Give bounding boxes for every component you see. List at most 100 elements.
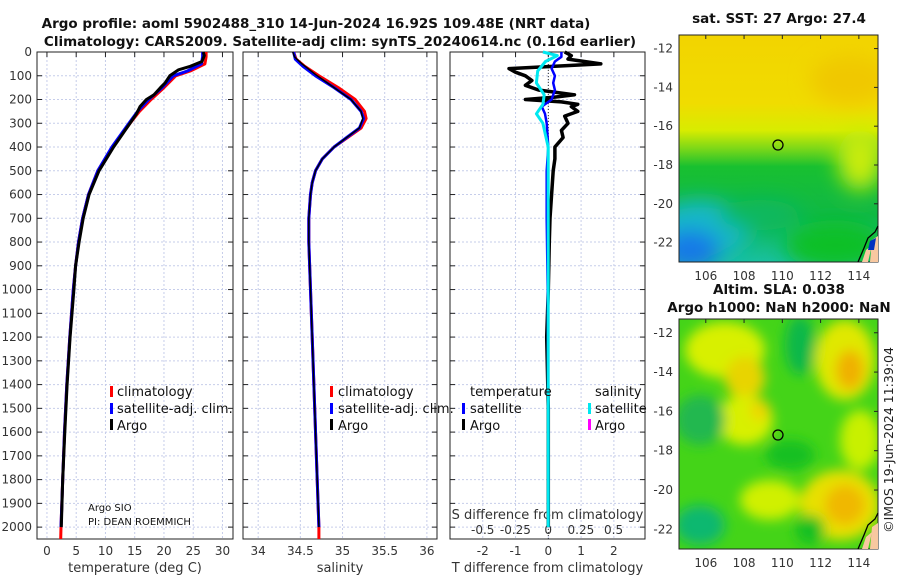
y-tick-label: -20 bbox=[653, 197, 673, 211]
series-line-argo bbox=[292, 51, 364, 528]
y-tick-label: -18 bbox=[653, 158, 673, 172]
y-tick-label: -14 bbox=[653, 365, 673, 379]
legend-swatch-argo bbox=[110, 419, 113, 430]
y-tick-label: 800 bbox=[9, 235, 32, 249]
x-tick-label: -1 bbox=[510, 544, 522, 558]
series-line-climatology bbox=[59, 52, 208, 540]
legend-label-s-argo: Argo bbox=[595, 419, 625, 434]
legend-label-climatology: climatology bbox=[117, 385, 193, 400]
argo-float-marker bbox=[772, 429, 784, 441]
x-tick-label: 114 bbox=[847, 556, 870, 570]
y-tick-label: 1900 bbox=[1, 496, 32, 510]
x-tick-label: 10 bbox=[98, 544, 113, 558]
pi-credit: PI: DEAN ROEMMICH bbox=[88, 517, 191, 528]
y-tick-label: -18 bbox=[653, 444, 673, 458]
x-tick-label: 2 bbox=[610, 544, 618, 558]
legend-label-satellite: satellite-adj. clim. bbox=[117, 402, 233, 417]
temperature-legend: climatology satellite-adj. clim. Argo bbox=[110, 385, 233, 434]
x-tick-label: 108 bbox=[733, 269, 756, 283]
legend-label-satellite: satellite-adj. clim. bbox=[338, 402, 454, 417]
temperature-panel: 0100200300400500600700800900100011001200… bbox=[1, 45, 234, 576]
salinity-legend: climatology satellite-adj. clim. Argo bbox=[330, 385, 454, 434]
sla-map-title: Altim. SLA: 0.038 bbox=[713, 282, 845, 298]
difference-legend: temperature salinity satellite Argo sate… bbox=[462, 385, 647, 434]
x-tick-label: 112 bbox=[809, 269, 832, 283]
y-tick-label: 300 bbox=[9, 116, 32, 130]
x-tick-label: 112 bbox=[809, 556, 832, 570]
y-tick-label: 1800 bbox=[1, 473, 32, 487]
y-tick-label: -22 bbox=[653, 236, 673, 250]
x-tick-label: 35.5 bbox=[371, 544, 398, 558]
legend-swatch-s-satellite bbox=[588, 403, 591, 414]
y-tick-label: 1200 bbox=[1, 330, 32, 344]
x-tick-label: 106 bbox=[694, 269, 717, 283]
legend-label-climatology: climatology bbox=[338, 385, 414, 400]
y-tick-label: 100 bbox=[9, 69, 32, 83]
argo-credit: Argo SIO bbox=[88, 503, 132, 514]
sla-map-axes: 106 108 110 112 114 -12 -14 -16 -18 -20 -22 bbox=[653, 319, 878, 570]
legend-label-s-satellite: satellite bbox=[595, 402, 647, 417]
legend-swatch-climatology bbox=[110, 386, 113, 397]
y-tick-label: 0 bbox=[24, 45, 32, 59]
secondary-x-tick-label: 0.5 bbox=[604, 523, 623, 537]
x-tick-label: 15 bbox=[127, 544, 142, 558]
secondary-x-tick-label: 0.25 bbox=[568, 523, 595, 537]
legend-swatch-t-satellite bbox=[462, 403, 465, 414]
figure-title-line2: Climatology: CARS2009. Satellite-adj cli… bbox=[44, 34, 636, 50]
series-line-t-argo bbox=[507, 50, 603, 528]
x-tick-label: 110 bbox=[771, 269, 794, 283]
y-tick-label: -20 bbox=[653, 483, 673, 497]
y-tick-label: -14 bbox=[653, 80, 673, 94]
salinity-panel: 34 34.5 35 35.5 36 salinity bbox=[242, 51, 438, 576]
series-line-argo bbox=[59, 51, 206, 528]
x-tick-label: 34 bbox=[251, 544, 266, 558]
y-tick-label: 1500 bbox=[1, 401, 32, 415]
y-tick-label: 1300 bbox=[1, 354, 32, 368]
x-tick-label: 110 bbox=[771, 556, 794, 570]
axes-frame bbox=[242, 51, 438, 540]
sla-map-subtitle: Argo h1000: NaN h2000: NaN bbox=[667, 300, 890, 316]
x-tick-label: 108 bbox=[733, 556, 756, 570]
y-tick-label: -16 bbox=[653, 404, 673, 418]
legend-label-argo: Argo bbox=[117, 419, 147, 434]
y-tick-label: 500 bbox=[9, 164, 32, 178]
x-tick-label: 114 bbox=[847, 269, 870, 283]
x-tick-label: 1 bbox=[577, 544, 585, 558]
x-tick-label: 30 bbox=[215, 544, 230, 558]
legend-label-argo: Argo bbox=[338, 419, 368, 434]
y-tick-label: -12 bbox=[653, 42, 673, 56]
legend-swatch-satellite bbox=[110, 403, 113, 414]
sst-map-axes: 106 108 110 112 114 -12 -14 -16 -18 -20 -22 bbox=[653, 35, 878, 283]
x-axis-label: T difference from climatology bbox=[451, 561, 644, 576]
coastline bbox=[857, 225, 879, 263]
x-tick-label: 35 bbox=[335, 544, 350, 558]
legend-title-salinity: salinity bbox=[595, 385, 642, 400]
figure-title-line1: Argo profile: aoml 5902488_310 14-Jun-20… bbox=[42, 16, 591, 32]
y-tick-label: 1000 bbox=[1, 283, 32, 297]
legend-swatch-argo bbox=[330, 419, 333, 430]
series-line-climatology bbox=[292, 51, 368, 539]
coastline bbox=[857, 512, 879, 550]
y-tick-label: 1700 bbox=[1, 449, 32, 463]
y-tick-label: 600 bbox=[9, 188, 32, 202]
y-tick-label: 400 bbox=[9, 140, 32, 154]
x-axis-label: salinity bbox=[317, 561, 364, 576]
y-tick-label: 1100 bbox=[1, 306, 32, 320]
sla-map: Altim. SLA: 0.038 Argo h1000: NaN h2000:… bbox=[653, 282, 890, 570]
x-tick-label: 0 bbox=[544, 544, 552, 558]
legend-swatch-t-argo bbox=[462, 419, 465, 430]
x-tick-label: 0 bbox=[43, 544, 51, 558]
legend-swatch-climatology bbox=[330, 386, 333, 397]
y-tick-label: 200 bbox=[9, 93, 32, 107]
argo-float-marker bbox=[772, 139, 784, 151]
y-tick-label: 2000 bbox=[1, 520, 32, 534]
x-tick-label: 25 bbox=[186, 544, 201, 558]
y-tick-label: 1600 bbox=[1, 425, 32, 439]
sst-map-title: sat. SST: 27 Argo: 27.4 bbox=[692, 11, 866, 27]
legend-label-t-satellite: satellite bbox=[470, 402, 522, 417]
legend-swatch-satellite bbox=[330, 403, 333, 414]
legend-swatch-s-argo bbox=[588, 419, 591, 430]
y-tick-label: -16 bbox=[653, 119, 673, 133]
y-tick-label: 700 bbox=[9, 211, 32, 225]
legend-label-t-argo: Argo bbox=[470, 419, 500, 434]
